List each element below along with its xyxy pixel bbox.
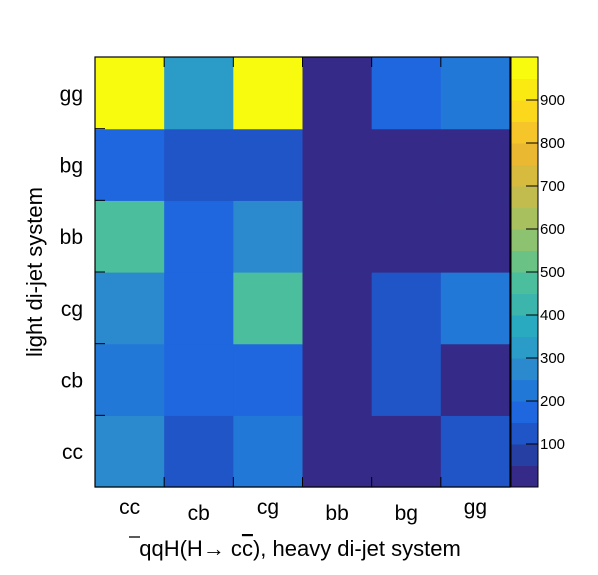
heatmap-cell-bg-cb xyxy=(371,343,442,416)
color-scale-label-100: 100 xyxy=(540,436,565,453)
color-scale-step xyxy=(511,358,538,380)
color-scale-step xyxy=(511,143,538,165)
x-axis-title-charm: c xyxy=(225,536,242,561)
heatmap-cell-gg-bb xyxy=(440,200,511,273)
heatmap-cells xyxy=(95,57,511,488)
heatmap-cell-bg-bg xyxy=(371,128,442,201)
heatmap-cell-bb-cg xyxy=(302,272,373,345)
x-axis-title-anticharm: c xyxy=(242,536,253,561)
y-tick-label-gg: gg xyxy=(60,83,83,106)
heatmap-cell-cg-gg xyxy=(233,57,304,130)
heatmap-cell-bb-bb xyxy=(302,200,373,273)
heatmap-cell-gg-bg xyxy=(440,128,511,201)
color-scale-step xyxy=(511,207,538,230)
color-scale-label-400: 400 xyxy=(540,307,565,324)
heatmap-cell-cb-cb xyxy=(164,343,234,416)
color-scale-label-500: 500 xyxy=(540,264,565,281)
x-tick-labels: cc cb cg bb bg gg xyxy=(119,496,487,525)
color-scale-step xyxy=(511,272,538,294)
color-scale-step xyxy=(511,465,538,488)
heatmap-cell-cb-cg xyxy=(164,272,234,345)
x-axis-title: qqH(H→ cc), heavy di-jet system xyxy=(139,536,461,561)
heatmap-cell-cb-cc xyxy=(164,415,234,488)
y-tick-labels: cc cb cg bb bg gg xyxy=(60,83,83,464)
heatmap-cell-cc-cg xyxy=(95,272,165,345)
color-scale-step xyxy=(511,100,538,122)
color-scale-step xyxy=(511,401,538,423)
heatmap-cell-cc-gg xyxy=(95,57,165,130)
heatmap-cell-gg-cc xyxy=(440,415,511,488)
color-scale-step xyxy=(511,315,538,337)
color-scale-label-700: 700 xyxy=(540,178,565,195)
color-scale-labels: 100 200 300 400 500 600 700 800 900 xyxy=(540,92,565,453)
heatmap-cell-bg-gg xyxy=(371,57,442,130)
heatmap-cell-cb-gg xyxy=(164,57,234,130)
color-scale-label-900: 900 xyxy=(540,92,565,109)
heatmap-cell-cc-cb xyxy=(95,343,165,416)
heatmap-cell-gg-gg xyxy=(440,57,511,130)
heatmap-cell-bb-bg xyxy=(302,128,373,201)
heatmap-cell-gg-cb xyxy=(440,343,511,416)
color-scale-step xyxy=(511,229,538,251)
y-tick-label-cg: cg xyxy=(61,298,83,321)
color-scale-label-600: 600 xyxy=(540,221,565,238)
color-scale-label-300: 300 xyxy=(540,350,565,367)
x-tick-label-bb: bb xyxy=(325,502,348,525)
heatmap-cell-bb-cc xyxy=(302,415,373,488)
heatmap-cell-bb-cb xyxy=(302,343,373,416)
y-tick-label-bb: bb xyxy=(60,226,83,249)
color-scale-step xyxy=(511,379,538,402)
x-tick-label-cb: cb xyxy=(188,502,210,525)
heatmap-cell-cb-bb xyxy=(164,200,234,273)
y-tick-label-cc: cc xyxy=(62,441,83,464)
heatmap-cell-cb-bg xyxy=(164,128,234,201)
color-scale-step xyxy=(511,293,538,316)
heatmap-cell-bg-cc xyxy=(371,415,442,488)
heatmap-cell-bg-cg xyxy=(371,272,442,345)
x-axis-title-prefix: qq xyxy=(139,536,163,561)
heatmap-cell-cg-cc xyxy=(233,415,304,488)
color-scale-label-800: 800 xyxy=(540,135,565,152)
x-axis-title-h: H(H xyxy=(164,536,203,561)
y-axis-title: light di-jet system xyxy=(22,187,47,357)
color-scale-step xyxy=(511,78,538,101)
x-tick-label-cc: cc xyxy=(119,496,140,519)
y-tick-label-cb: cb xyxy=(61,370,83,393)
heatmap-cell-bb-gg xyxy=(302,57,373,130)
heatmap-cell-cg-bg xyxy=(233,128,304,201)
x-axis-title-arrow: → xyxy=(203,536,225,561)
color-scale-label-200: 200 xyxy=(540,393,565,410)
color-scale-step xyxy=(511,422,538,445)
heatmap-cell-gg-cg xyxy=(440,272,511,345)
color-scale-step xyxy=(511,121,538,144)
y-tick-label-bg: bg xyxy=(60,155,83,178)
heatmap-cell-cc-bb xyxy=(95,200,165,273)
x-tick-label-cg: cg xyxy=(257,496,279,519)
heatmap-cell-cc-cc xyxy=(95,415,165,488)
heatmap-cell-cg-cb xyxy=(233,343,304,416)
heatmap-cell-cg-bb xyxy=(233,200,304,273)
color-scale-bar xyxy=(510,56,539,488)
color-scale-step xyxy=(511,444,538,466)
color-scale-step xyxy=(511,336,538,359)
x-tick-label-gg: gg xyxy=(464,496,487,519)
x-tick-label-bg: bg xyxy=(395,502,418,525)
color-scale-step xyxy=(511,57,538,79)
heatmap-cell-bg-bb xyxy=(371,200,442,273)
axis-ticks xyxy=(94,56,511,488)
color-scale-step xyxy=(511,164,538,187)
color-scale-step xyxy=(511,250,538,273)
heatmap-cell-cc-bg xyxy=(95,128,165,201)
color-scale-step xyxy=(511,186,538,208)
heatmap-cell-cg-cg xyxy=(233,272,304,345)
x-axis-title-suffix: ), heavy di-jet system xyxy=(253,536,461,561)
